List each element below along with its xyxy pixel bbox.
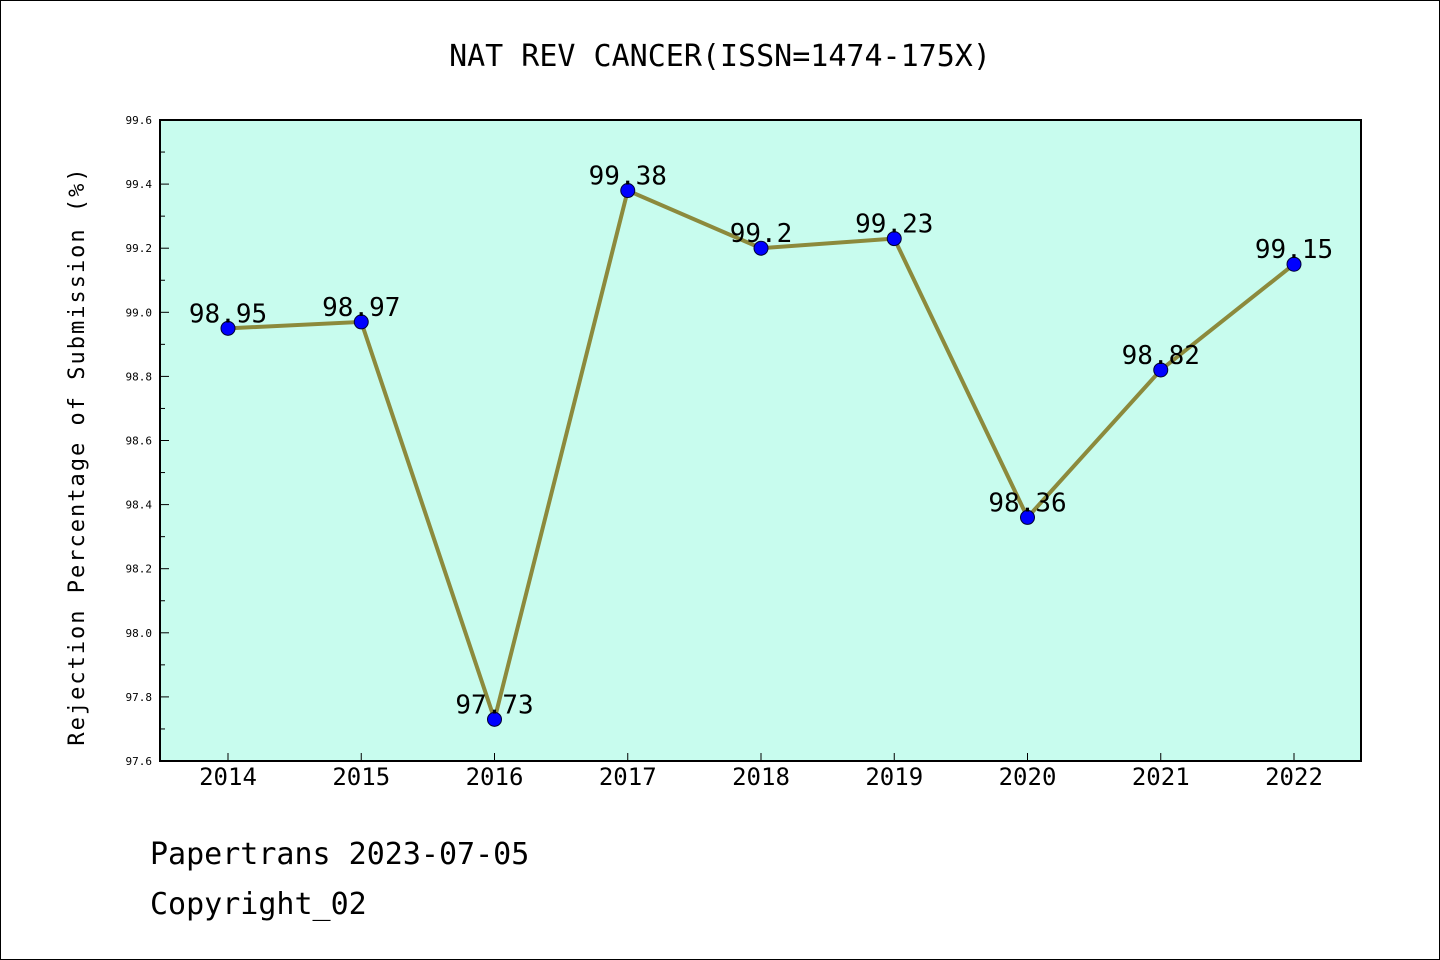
data-point bbox=[1286, 256, 1302, 272]
x-tick-label: 2020 bbox=[999, 763, 1057, 791]
y-tick-label: 98.6 bbox=[126, 435, 153, 448]
chart-title: NAT REV CANCER(ISSN=1474-175X) bbox=[449, 39, 991, 74]
data-label: 98.95 bbox=[189, 299, 267, 329]
x-tick-label: 2021 bbox=[1132, 763, 1190, 791]
data-label: 97.73 bbox=[455, 690, 533, 720]
x-tick-label: 2015 bbox=[332, 763, 390, 791]
footer-line-1: Papertrans 2023-07-05 bbox=[150, 837, 529, 872]
plot-area bbox=[159, 119, 1362, 762]
x-tick-label: 2017 bbox=[599, 763, 657, 791]
y-tick-label: 98.2 bbox=[126, 563, 153, 576]
y-axis-label: Rejection Percentage of Submission (%) bbox=[65, 166, 90, 745]
data-point bbox=[487, 711, 502, 727]
y-tick-label: 99.2 bbox=[126, 242, 153, 255]
x-tick-label: 2022 bbox=[1265, 763, 1323, 791]
data-labels-group: 98.95 98.97 97.73 99.38 99.2 99.23 98.36 98.82 9… bbox=[189, 162, 1333, 721]
footer-line-2: Copyright_02 bbox=[150, 887, 367, 922]
x-tick-label: 2018 bbox=[732, 763, 790, 791]
y-tick-label: 97.8 bbox=[126, 691, 153, 704]
y-axis-ticks: 97.6 97.8 98.0 98.2 98.4 98.6 98.8 99.0 99.2 99.4… bbox=[126, 114, 169, 768]
data-label: 98.97 bbox=[322, 293, 400, 323]
y-tick-label: 99.0 bbox=[126, 306, 153, 319]
data-point bbox=[1153, 362, 1169, 378]
data-label: 99.15 bbox=[1255, 235, 1333, 265]
data-label: 99.2 bbox=[730, 219, 793, 249]
data-point bbox=[620, 183, 636, 199]
data-point bbox=[1020, 509, 1035, 525]
data-point bbox=[353, 314, 369, 330]
y-tick-label: 97.6 bbox=[126, 755, 153, 768]
data-point bbox=[886, 231, 902, 247]
y-tick-label: 98.8 bbox=[126, 370, 153, 383]
x-tick-label: 2019 bbox=[865, 763, 923, 791]
y-tick-label: 99.4 bbox=[126, 178, 153, 191]
x-tick-label: 2014 bbox=[199, 763, 257, 791]
x-tick-label: 2016 bbox=[466, 763, 524, 791]
y-tick-label: 98.4 bbox=[126, 499, 153, 512]
y-tick-label: 98.0 bbox=[126, 627, 153, 640]
series-markers-group bbox=[220, 183, 1302, 727]
data-label: 99.38 bbox=[589, 162, 667, 192]
data-point bbox=[753, 240, 769, 256]
data-label: 99.23 bbox=[855, 210, 933, 240]
y-tick-label: 99.6 bbox=[126, 114, 153, 127]
data-point bbox=[220, 320, 236, 336]
data-label: 98.82 bbox=[1122, 341, 1200, 371]
x-axis-ticks: 2014 2015 2016 2017 2018 2019 2020 2021 2022 bbox=[199, 753, 1323, 791]
data-label: 98.36 bbox=[988, 488, 1066, 518]
